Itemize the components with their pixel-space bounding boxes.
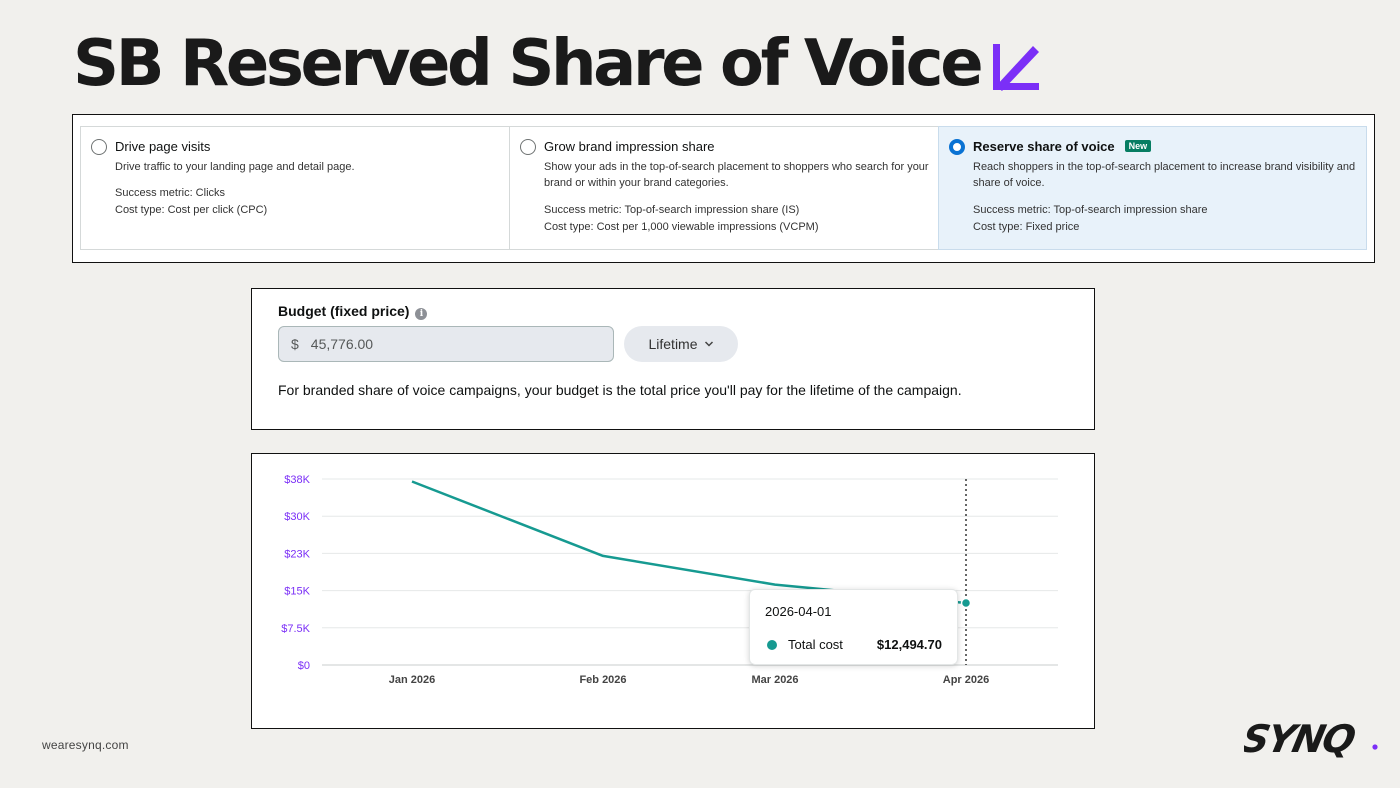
radio-grow-brand-impression-share[interactable]: [520, 139, 536, 155]
synq-logo: SYNQ: [1244, 717, 1378, 762]
tooltip-value: $12,494.70: [876, 637, 942, 652]
goal-title: Grow brand impression share: [544, 139, 715, 154]
goal-cost-type: Cost type: Cost per 1,000 viewable impre…: [544, 221, 819, 233]
chart-tooltip: 2026-04-01 Total cost $12,494.70: [749, 589, 958, 665]
goal-title: Reserve share of voice New: [973, 139, 1152, 154]
x-tick-label: Feb 2026: [579, 674, 626, 686]
goal-cost-type: Cost type: Fixed price: [973, 221, 1080, 233]
data-point-highlight: [960, 597, 972, 609]
goal-description: Show your ads in the top-of-search place…: [544, 161, 929, 189]
currency-symbol: $: [291, 336, 299, 352]
arrow-down-left-icon: [993, 44, 1039, 91]
tooltip-series-label: Total cost: [788, 637, 843, 652]
series-line-total-cost: [411, 480, 967, 605]
budget-note: For branded share of voice campaigns, yo…: [278, 382, 962, 398]
goal-card-reserve-share-of-voice[interactable]: Reserve share of voice New Reach shoppers…: [938, 126, 1367, 250]
logo-dot: [1372, 744, 1378, 750]
x-tick-label: Jan 2026: [389, 674, 435, 686]
chevron-down-icon: [704, 341, 713, 347]
y-tick-label: $7.5K: [281, 623, 310, 635]
info-icon[interactable]: i: [415, 308, 428, 320]
budget-input[interactable]: $ 45,776.00: [278, 326, 614, 362]
goal-card-drive-page-visits[interactable]: Drive page visits Drive traffic to your …: [80, 126, 510, 250]
logo-text: SYNQ: [1244, 717, 1359, 762]
series-color-dot: [767, 640, 777, 650]
cost-line-chart: $0 $7.5K $15K $23K $30K $38K Jan 2026 Feb 2026 M…: [281, 474, 1058, 686]
y-tick-label: $0: [298, 660, 310, 672]
y-tick-label: $30K: [284, 511, 310, 523]
new-badge: New: [1124, 140, 1152, 152]
slide-title: SB Reserved Share of Voice: [73, 27, 984, 101]
budget-panel: Budget (fixed price) i $ 45,776.00 Lifeti…: [251, 288, 1095, 430]
budget-period-label: Lifetime: [648, 336, 698, 352]
goal-success-metric: Success metric: Top-of-search impression…: [973, 204, 1208, 216]
goal-title: Drive page visits: [115, 139, 211, 154]
x-tick-label: Mar 2026: [751, 674, 798, 686]
y-tick-label: $38K: [284, 474, 310, 486]
campaign-goal-options: Drive page visits Drive traffic to your …: [72, 114, 1375, 263]
goal-success-metric: Success metric: Clicks: [115, 187, 226, 199]
budget-period-dropdown[interactable]: Lifetime: [624, 326, 738, 362]
goal-card-grow-brand-impression-share[interactable]: Grow brand impression share Show your ad…: [509, 126, 939, 250]
cost-chart-panel: $0 $7.5K $15K $23K $30K $38K Jan 2026 Feb 2026 M…: [251, 453, 1095, 729]
goal-description: Drive traffic to your landing page and d…: [115, 161, 355, 173]
tooltip-date: 2026-04-01: [765, 604, 832, 619]
budget-value: 45,776.00: [310, 336, 374, 352]
goal-description: Reach shoppers in the top-of-search plac…: [973, 161, 1356, 189]
footer-url: wearesynq.com: [42, 738, 129, 752]
y-tick-label: $15K: [284, 586, 310, 598]
x-tick-label: Apr 2026: [943, 674, 989, 686]
budget-label: Budget (fixed price) i: [278, 303, 428, 320]
radio-drive-page-visits[interactable]: [91, 139, 107, 155]
goal-cost-type: Cost type: Cost per click (CPC): [115, 204, 268, 216]
y-tick-label: $23K: [284, 548, 310, 560]
radio-reserve-share-of-voice[interactable]: [949, 139, 965, 155]
goal-success-metric: Success metric: Top-of-search impression…: [544, 204, 800, 216]
